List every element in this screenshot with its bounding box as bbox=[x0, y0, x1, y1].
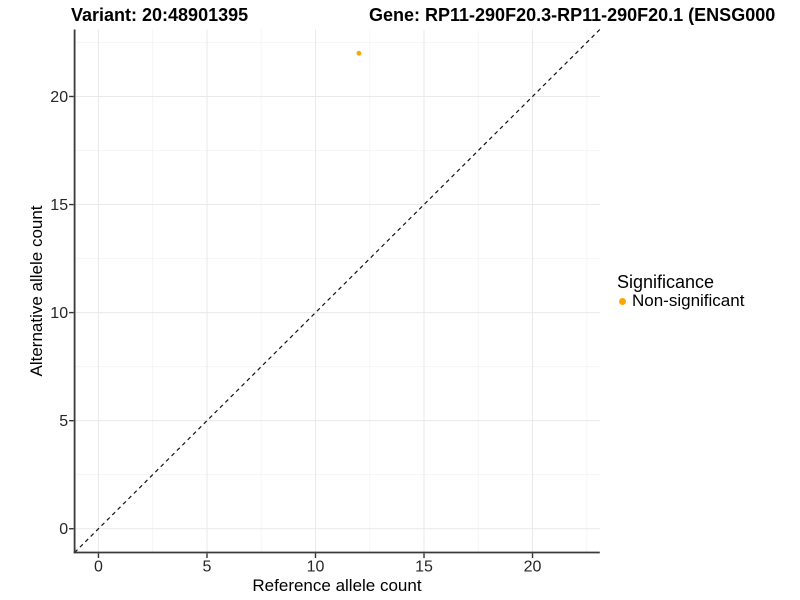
x-tick-labels: 0 5 10 15 20 bbox=[94, 559, 542, 576]
y-tick-labels: 0 5 10 15 20 bbox=[50, 89, 68, 538]
axis-lines bbox=[73, 29, 600, 554]
legend: Significance Non-significant bbox=[614, 272, 800, 310]
gene-title: Gene: RP11-290F20.3-RP11-290F20.1 (ENSG0… bbox=[369, 5, 776, 25]
grid-major-lines bbox=[74, 29, 600, 553]
variant-title: Variant: 20:48901395 bbox=[71, 5, 249, 25]
identity-line bbox=[74, 29, 601, 553]
legend-key-dot-icon bbox=[619, 297, 626, 305]
y-tick-label: 5 bbox=[59, 413, 68, 430]
legend-item: Non-significant bbox=[614, 291, 800, 310]
y-tick-label: 20 bbox=[50, 89, 68, 106]
y-tick-label: 0 bbox=[59, 521, 68, 538]
y-axis-title: Alternative allele count bbox=[27, 205, 46, 376]
x-tick-label: 10 bbox=[307, 559, 325, 576]
x-tick-label: 15 bbox=[415, 559, 433, 576]
y-tick-label: 15 bbox=[50, 197, 68, 214]
y-tick-label: 10 bbox=[50, 305, 68, 322]
legend-item-label: Non-significant bbox=[632, 291, 745, 310]
x-tick-label: 20 bbox=[524, 559, 542, 576]
grid-minor-lines bbox=[74, 29, 600, 553]
data-point bbox=[356, 50, 362, 56]
x-tick-label: 5 bbox=[203, 559, 212, 576]
x-axis-title: Reference allele count bbox=[252, 576, 421, 595]
tick-marks bbox=[69, 95, 534, 558]
data-points bbox=[356, 50, 362, 56]
legend-items: Non-significant bbox=[614, 291, 800, 310]
legend-title: Significance bbox=[617, 272, 715, 292]
x-tick-label: 0 bbox=[94, 559, 103, 576]
identity-line-group bbox=[74, 29, 601, 553]
